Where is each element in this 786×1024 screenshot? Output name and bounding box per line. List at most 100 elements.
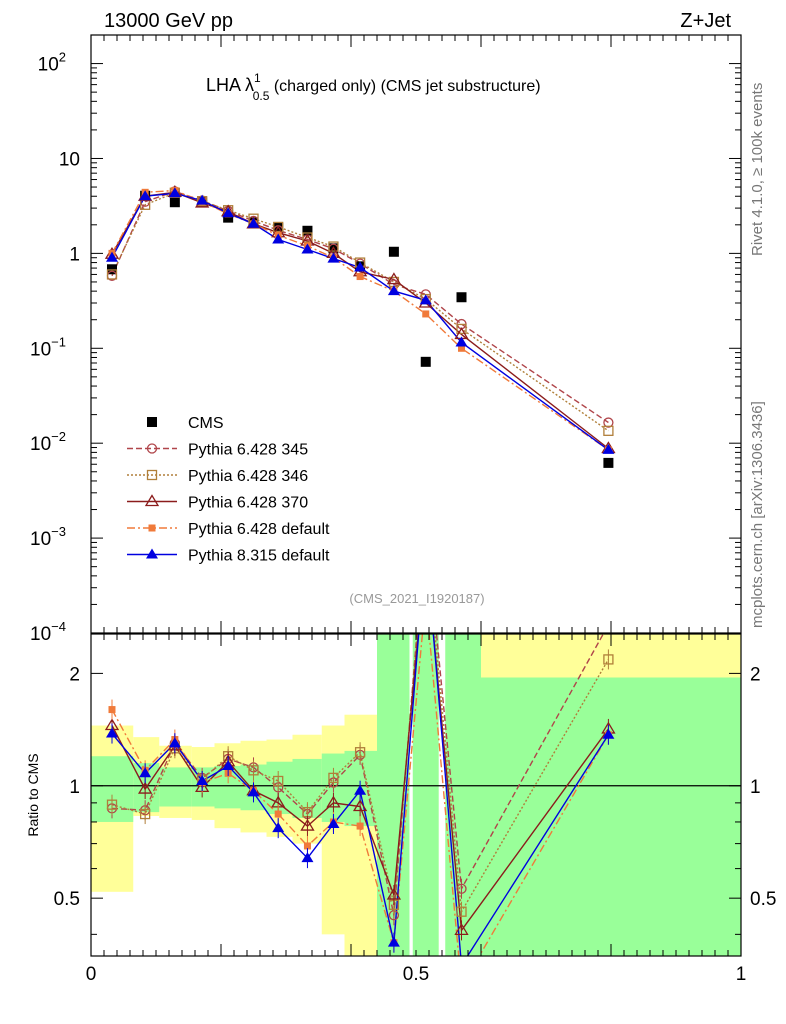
- legend-label-p6def: Pythia 6.428 default: [188, 521, 330, 538]
- ratio-point-p8def-4: [222, 759, 235, 770]
- side-label-mcplots: mcplots.cern.ch [arXiv:1306.3436]: [749, 401, 766, 628]
- legend: CMS Pythia 6.428 345 Pythia 6.428 346 Pythi…: [127, 415, 330, 565]
- point-p8def-2: [168, 187, 181, 198]
- legend-label-p8def: Pythia 8.315 default: [188, 548, 330, 565]
- ratio-point-p346-1: [139, 808, 151, 820]
- point-p8def-9: [354, 261, 367, 272]
- title-sup: 1: [254, 71, 261, 85]
- header-left: 13000 GeV pp: [104, 10, 233, 32]
- ratio-point-p8def-10: [387, 936, 400, 947]
- ratio-point-p370-9: [352, 799, 368, 812]
- main-y-tick-label: 10−4: [30, 619, 66, 645]
- ratio-point-p346-9: [354, 747, 366, 758]
- point-p8def-10: [387, 285, 400, 296]
- ratio-point-p8def-6: [272, 822, 285, 833]
- point-cms-11: [420, 356, 431, 367]
- ratio-point-p8def-7: [301, 852, 314, 863]
- point-cms-2: [169, 197, 180, 208]
- point-cms-10: [388, 246, 399, 257]
- point-p8def-5: [247, 217, 260, 228]
- series-line-p370: [111, 191, 609, 450]
- ratio-y-tick-label-left: 1: [69, 777, 80, 798]
- point-cms-13: [603, 457, 614, 468]
- ratio-point-p8def-13: [602, 728, 615, 739]
- point-p8def-7: [301, 243, 314, 254]
- ratio-point-p8def-2: [168, 737, 181, 748]
- title-sub: 0.5: [253, 89, 270, 103]
- ratio-point-p346-0: [106, 799, 118, 810]
- point-cms-6: [273, 223, 284, 234]
- ratio-point-p6def-6: [274, 810, 282, 818]
- ratio-band-gap: [438, 634, 446, 956]
- ratio-y-tick-label-right: 1: [750, 777, 761, 798]
- point-p346-0: [106, 269, 118, 280]
- ratio-y-tick-label-left: 0.5: [54, 889, 80, 910]
- point-cms-4: [223, 212, 234, 223]
- ratio-point-p8def-0: [105, 727, 118, 738]
- ratio-point-p8def-3: [196, 774, 209, 785]
- main-frame: [90, 34, 742, 634]
- ratio-band-inner: [266, 761, 293, 815]
- ratio-plot-area: [91, 634, 741, 956]
- point-p6def-9: [356, 273, 364, 281]
- point-p8def-3: [196, 194, 209, 205]
- ratio-band-inner: [159, 767, 192, 807]
- point-cms-12: [456, 292, 467, 303]
- ratio-band-inner: [481, 677, 741, 956]
- ratio-point-p8def-5: [247, 786, 260, 797]
- point-cms-0: [106, 264, 117, 275]
- point-p6def-11: [422, 310, 430, 318]
- title-rest: (charged only) (CMS jet substructure): [269, 78, 540, 95]
- point-p8def-11: [419, 294, 432, 305]
- point-p346-8: [328, 241, 339, 252]
- ratio-point-p6def-0: [108, 706, 116, 714]
- legend-marker-p6def: [148, 524, 156, 532]
- ratio-point-p346-6: [273, 775, 284, 787]
- ratio-y-tick-label-right: 2: [750, 664, 761, 685]
- ratio-band-inner: [377, 634, 410, 956]
- legend-label-p346: Pythia 6.428 346: [188, 468, 308, 485]
- series-line-p8def: [111, 192, 609, 451]
- main-y-tick-label: 10−1: [30, 334, 66, 360]
- point-p346-12: [456, 323, 467, 335]
- main-y-tick-label: 10−3: [30, 524, 66, 550]
- legend-marker-p345: [146, 443, 158, 454]
- point-p8def-6: [272, 233, 285, 244]
- ratio-point-p345-12: [456, 883, 467, 894]
- legend-label-p345: Pythia 6.428 345: [188, 442, 308, 459]
- ratio-point-p346-12: [456, 906, 467, 917]
- main-y-tick-label: 102: [38, 50, 66, 76]
- ratio-point-p370-1: [137, 781, 153, 794]
- point-p370-10: [386, 272, 402, 285]
- x-tick-label: 1: [736, 964, 747, 985]
- ratio-line-p6def: [111, 634, 610, 956]
- ratio-point-p370-10: [386, 887, 402, 900]
- point-p8def-0: [105, 251, 118, 262]
- legend-marker-p8def: [146, 548, 158, 559]
- ratio-point-p6def-9: [356, 822, 364, 830]
- legend-label-p370: Pythia 6.428 370: [188, 495, 308, 512]
- ratio-y-tick-label-right: 0.5: [750, 889, 776, 910]
- point-cms-7: [302, 225, 313, 236]
- point-p6def-12: [458, 344, 465, 352]
- ratio-point-p346-8: [328, 772, 339, 784]
- ratio-point-p8def-1: [139, 767, 152, 778]
- x-tick-label: 0: [86, 964, 97, 985]
- main-y-tick-label: 1: [69, 244, 80, 265]
- point-p8def-8: [327, 252, 340, 263]
- side-label-rivet: Rivet 4.1.0, ≥ 100k events: [749, 83, 766, 256]
- header-right: Z+Jet: [680, 10, 731, 32]
- legend-marker-p370: [144, 494, 160, 507]
- ratio-point-p346-5: [248, 765, 259, 776]
- main-y-tick-label: 10−2: [30, 429, 66, 455]
- point-p8def-12: [455, 336, 468, 347]
- point-p346-6: [273, 221, 284, 233]
- ratio-point-p370-7: [300, 818, 315, 831]
- analysis-id: (CMS_2021_I1920187): [349, 591, 484, 606]
- point-p346-13: [603, 425, 614, 436]
- legend-label-cms: CMS: [188, 415, 224, 432]
- ratio-point-p8def-8: [327, 818, 340, 829]
- series-line-p6def: [111, 189, 609, 451]
- title-main: LHA λ: [206, 75, 254, 95]
